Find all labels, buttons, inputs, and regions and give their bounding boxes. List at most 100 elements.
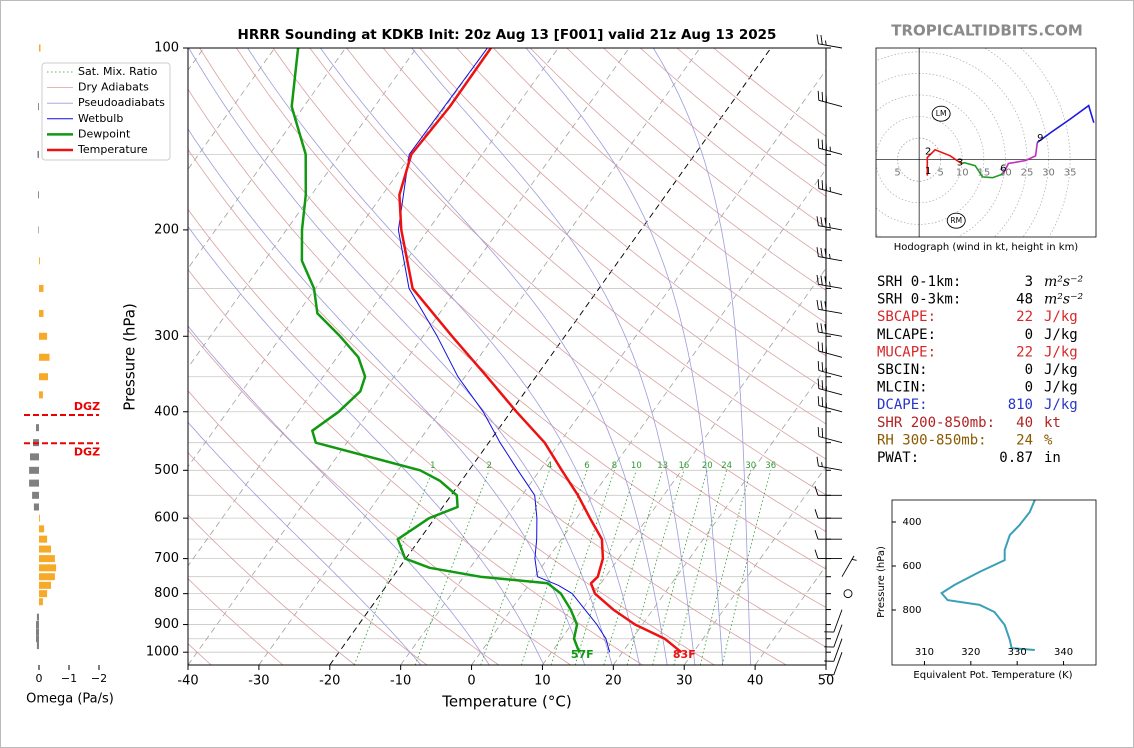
storm-motion-label: RM bbox=[950, 216, 962, 225]
omega-x-tick-label: −1 bbox=[61, 672, 77, 685]
omega-bar bbox=[39, 353, 50, 361]
mixing-ratio-label: 2 bbox=[486, 461, 491, 471]
index-label: PWAT: bbox=[877, 450, 919, 466]
wind-barb bbox=[814, 509, 842, 519]
y-tick-label: 900 bbox=[154, 617, 179, 632]
index-unit: in bbox=[1044, 450, 1061, 466]
pseudoadiabat bbox=[188, 128, 586, 665]
thetae-y-label: Pressure (hPa) bbox=[876, 546, 887, 618]
y-tick-label: 400 bbox=[154, 404, 179, 419]
omega-bar bbox=[39, 44, 41, 52]
index-label: SRH 0-1km: bbox=[877, 274, 961, 290]
highlight-isotherm bbox=[329, 48, 772, 665]
wind-barb bbox=[824, 638, 843, 662]
index-value: 810 bbox=[1008, 397, 1033, 413]
height-label: 3 bbox=[957, 158, 963, 169]
height-label: 2 bbox=[925, 147, 931, 158]
x-tick-label: 30 bbox=[676, 674, 693, 689]
index-label: SRH 0-3km: bbox=[877, 292, 961, 308]
index-value: 3 bbox=[1025, 274, 1033, 290]
thetae-x-tick-label: 310 bbox=[915, 647, 934, 658]
hodograph-tick-label: 35 bbox=[1064, 168, 1077, 179]
mixing-ratio-label: 13 bbox=[657, 461, 668, 471]
legend-label: Sat. Mix. Ratio bbox=[78, 65, 158, 78]
dry-adiabat bbox=[188, 514, 356, 665]
hodograph-frame bbox=[875, 47, 1097, 238]
index-unit: J/kg bbox=[1044, 344, 1078, 360]
isotherm bbox=[188, 48, 417, 369]
omega-bar bbox=[36, 613, 39, 621]
x-tick-label: 20 bbox=[605, 674, 622, 689]
mixing-ratio-label: 8 bbox=[612, 461, 617, 471]
legend-label: Pseudoadiabats bbox=[78, 96, 165, 109]
omega-bar bbox=[30, 453, 39, 461]
hodograph-tick-label: 15 bbox=[977, 168, 990, 179]
storm-motion-label: LM bbox=[936, 109, 947, 118]
hodograph-trace bbox=[1036, 104, 1095, 144]
dry-adiabat bbox=[199, 48, 826, 609]
dry-adiabat bbox=[188, 578, 284, 665]
legend-label: Dewpoint bbox=[78, 127, 131, 140]
mixing-ratio-line bbox=[673, 470, 727, 665]
dry-adiabat bbox=[309, 48, 826, 496]
dry-adiabat bbox=[346, 48, 826, 460]
mixing-ratio-label: 4 bbox=[547, 461, 552, 471]
pseudoadiabat bbox=[188, 421, 422, 665]
thetae-y-tick-label: 800 bbox=[902, 605, 921, 616]
omega-bar bbox=[39, 581, 51, 589]
hodograph-trace bbox=[926, 148, 962, 176]
wind-barb bbox=[817, 179, 843, 196]
isotherm bbox=[188, 48, 276, 170]
dry-adiabat bbox=[272, 48, 826, 533]
y-axis-label: Pressure (hPa) bbox=[121, 303, 139, 411]
index-unit: J/kg bbox=[1044, 309, 1078, 325]
hodograph-tick-label: 10 bbox=[956, 168, 969, 179]
index-label: DCAPE: bbox=[877, 397, 928, 413]
omega-bar bbox=[36, 628, 39, 636]
dgz-label: DGZ bbox=[74, 400, 100, 413]
wind-barb bbox=[816, 456, 843, 471]
isotherm bbox=[400, 69, 826, 665]
isotherm bbox=[258, 48, 701, 665]
wind-barb bbox=[816, 34, 843, 49]
x-tick-label: 50 bbox=[818, 674, 835, 689]
omega-bar bbox=[39, 555, 55, 563]
index-unit: % bbox=[1044, 432, 1053, 448]
omega-bar bbox=[38, 103, 39, 111]
dry-adiabat bbox=[382, 48, 826, 425]
thetae-y-tick-label: 400 bbox=[902, 517, 921, 528]
y-tick-label: 300 bbox=[154, 329, 179, 344]
omega-bar bbox=[39, 573, 55, 581]
mixing-ratio-line bbox=[721, 470, 772, 665]
legend-label: Dry Adiabats bbox=[78, 81, 149, 94]
dry-adiabat bbox=[188, 390, 499, 665]
index-unit: J/kg bbox=[1044, 327, 1078, 343]
plot-frame bbox=[187, 47, 827, 666]
dry-adiabat bbox=[188, 148, 787, 665]
mixing-ratio-line bbox=[550, 470, 615, 665]
index-label: SHR 200-850mb: bbox=[877, 415, 995, 431]
index-value: 0 bbox=[1025, 380, 1033, 396]
mixing-ratio-line bbox=[626, 470, 685, 665]
wind-barb bbox=[817, 138, 843, 155]
index-unit: J/kg bbox=[1044, 397, 1078, 413]
x-tick-label: -40 bbox=[177, 674, 198, 689]
height-label: 9 bbox=[1037, 133, 1043, 144]
omega-bar bbox=[39, 332, 48, 340]
surface-label: 57F bbox=[571, 648, 594, 661]
wind-barb bbox=[816, 274, 843, 289]
dry-adiabat bbox=[188, 329, 571, 665]
omega-bar bbox=[39, 309, 44, 317]
isotherm bbox=[188, 48, 559, 567]
index-label: SBCIN: bbox=[877, 362, 928, 378]
surface-label: 83F bbox=[673, 648, 696, 661]
wind-barb bbox=[817, 90, 843, 108]
x-tick-label: 10 bbox=[534, 674, 551, 689]
profile-line bbox=[290, 48, 581, 653]
pseudoadiabat bbox=[188, 325, 490, 665]
isotherm bbox=[188, 48, 630, 665]
height-label: 6 bbox=[1000, 164, 1006, 175]
index-value: 22 bbox=[1016, 344, 1033, 360]
x-tick-label: -10 bbox=[390, 674, 411, 689]
